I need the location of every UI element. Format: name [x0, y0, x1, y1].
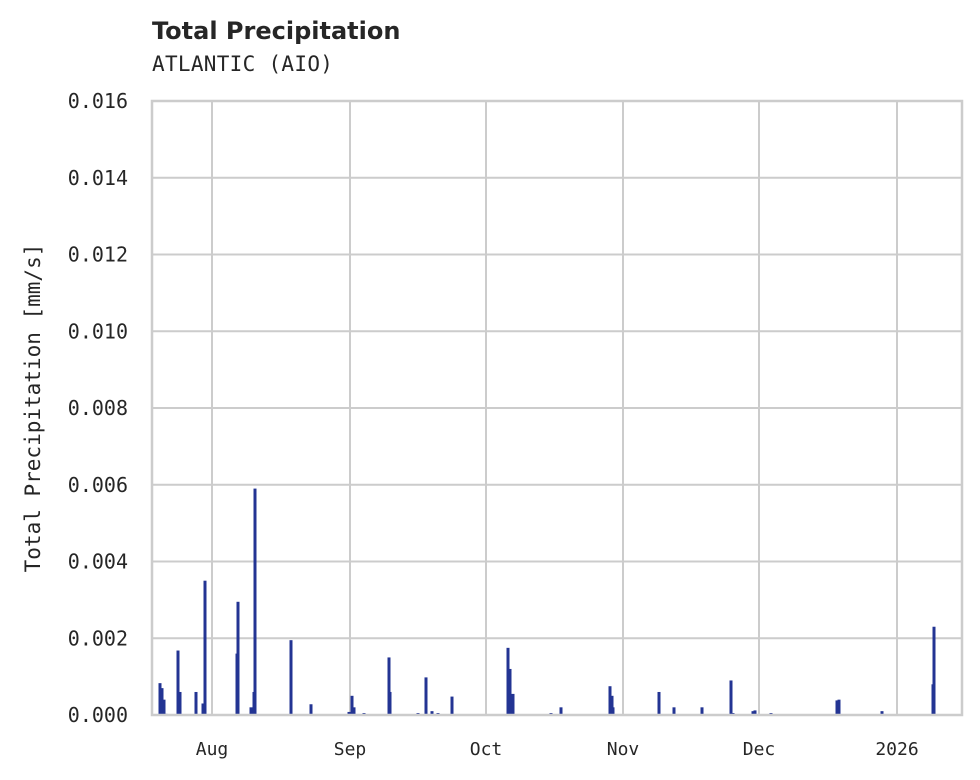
precipitation-bar: [610, 695, 614, 715]
precipitation-bar: [203, 580, 207, 715]
y-tick-label: 0.016: [68, 89, 128, 113]
precipitation-bar: [559, 707, 563, 715]
y-tick-label: 0.008: [68, 396, 128, 420]
precipitation-bar: [450, 696, 454, 715]
precipitation-bar: [700, 707, 704, 715]
precipitation-bar: [430, 711, 434, 715]
precipitation-bar: [178, 691, 182, 715]
x-axis-ticks: Aug Sep Oct Nov Dec 2026: [196, 739, 919, 760]
y-tick-label: 0.004: [68, 550, 128, 574]
x-tick-label: Sep: [334, 739, 367, 760]
precipitation-bar: [508, 668, 512, 715]
precipitation-bar: [162, 699, 166, 715]
precipitation-bar: [176, 650, 180, 715]
precipitation-bar: [347, 711, 351, 715]
y-axis-label: Total Precipitation [mm/s]: [21, 244, 45, 573]
y-tick-label: 0.012: [68, 243, 128, 267]
plot-frame: [150, 99, 964, 717]
precipitation-bar: [657, 691, 661, 715]
precipitation-bar: [837, 699, 841, 715]
precipitation-bar: [835, 700, 839, 715]
precipitation-bar: [932, 626, 936, 715]
chart-subtitle: ATLANTIC (AIO): [152, 52, 334, 76]
precipitation-bar: [249, 707, 253, 715]
precipitation-bar: [158, 683, 162, 715]
x-tick-label: 2026: [875, 739, 918, 760]
precipitation-bar: [753, 710, 757, 715]
x-tick-label: Dec: [743, 739, 776, 760]
precipitation-bar: [729, 680, 733, 715]
x-tick-label: Nov: [607, 739, 640, 760]
precipitation-bar: [194, 691, 198, 715]
precipitation-bar: [880, 711, 884, 715]
data-series: [158, 488, 936, 715]
chart-title: Total Precipitation: [152, 17, 401, 45]
precipitation-bar: [611, 707, 615, 715]
precipitation-bar: [387, 657, 391, 715]
precipitation-bar: [388, 691, 392, 715]
y-tick-label: 0.006: [68, 473, 128, 497]
precipitation-bar: [751, 711, 755, 715]
x-tick-label: Aug: [196, 739, 229, 760]
y-tick-label: 0.002: [68, 626, 128, 650]
precipitation-bar: [309, 704, 313, 715]
y-axis-ticks: 0.000 0.002 0.004 0.006 0.008 0.010 0.012 0.014…: [68, 89, 128, 727]
precipitation-bar: [608, 686, 612, 715]
precipitation-bar: [201, 703, 205, 715]
precipitation-bar: [236, 601, 240, 715]
precipitation-bar: [511, 693, 515, 715]
precipitation-bar: [424, 677, 428, 715]
y-tick-label: 0.010: [68, 319, 128, 343]
grid-lines: [152, 100, 962, 716]
precipitation-bar: [289, 640, 293, 715]
precipitation-bar: [160, 688, 164, 715]
precipitation-bar: [506, 647, 510, 715]
precipitation-bar: [352, 707, 356, 715]
x-tick-label: Oct: [470, 739, 503, 760]
precipitation-bar: [253, 488, 257, 715]
y-tick-label: 0.000: [68, 703, 128, 727]
y-tick-label: 0.014: [68, 166, 128, 190]
precipitation-bar: [350, 695, 354, 715]
precipitation-bar: [672, 707, 676, 715]
